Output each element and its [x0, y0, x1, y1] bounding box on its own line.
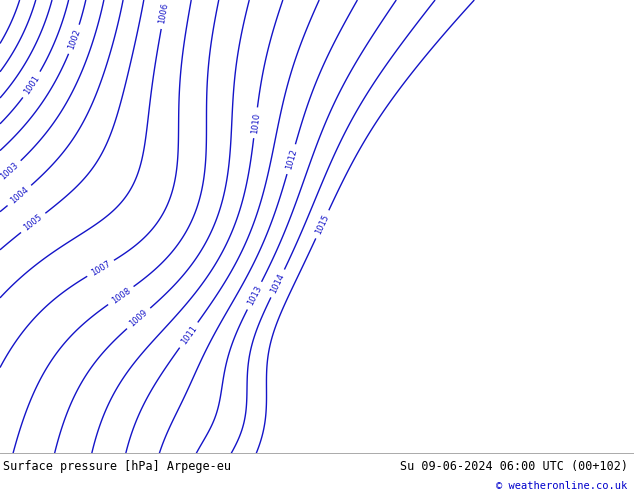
Text: 1006: 1006 [158, 2, 171, 25]
Text: 1003: 1003 [0, 161, 20, 182]
Text: 1014: 1014 [269, 272, 287, 295]
Text: Su 09-06-2024 06:00 UTC (00+102): Su 09-06-2024 06:00 UTC (00+102) [399, 460, 628, 473]
Text: 1005: 1005 [22, 213, 44, 233]
Text: 1008: 1008 [110, 286, 132, 305]
Text: 1015: 1015 [314, 213, 331, 236]
Text: 1001: 1001 [22, 74, 41, 96]
Text: © weatheronline.co.uk: © weatheronline.co.uk [496, 481, 628, 490]
Text: 1004: 1004 [8, 185, 30, 206]
Text: 1012: 1012 [284, 148, 299, 171]
Text: 1013: 1013 [245, 284, 263, 307]
Text: Surface pressure [hPa] Arpege-eu: Surface pressure [hPa] Arpege-eu [3, 460, 231, 473]
Text: 1010: 1010 [250, 112, 261, 134]
Text: 1002: 1002 [67, 28, 82, 51]
Text: 1009: 1009 [127, 308, 150, 329]
Text: 1007: 1007 [89, 259, 112, 277]
Text: 1011: 1011 [179, 324, 198, 346]
